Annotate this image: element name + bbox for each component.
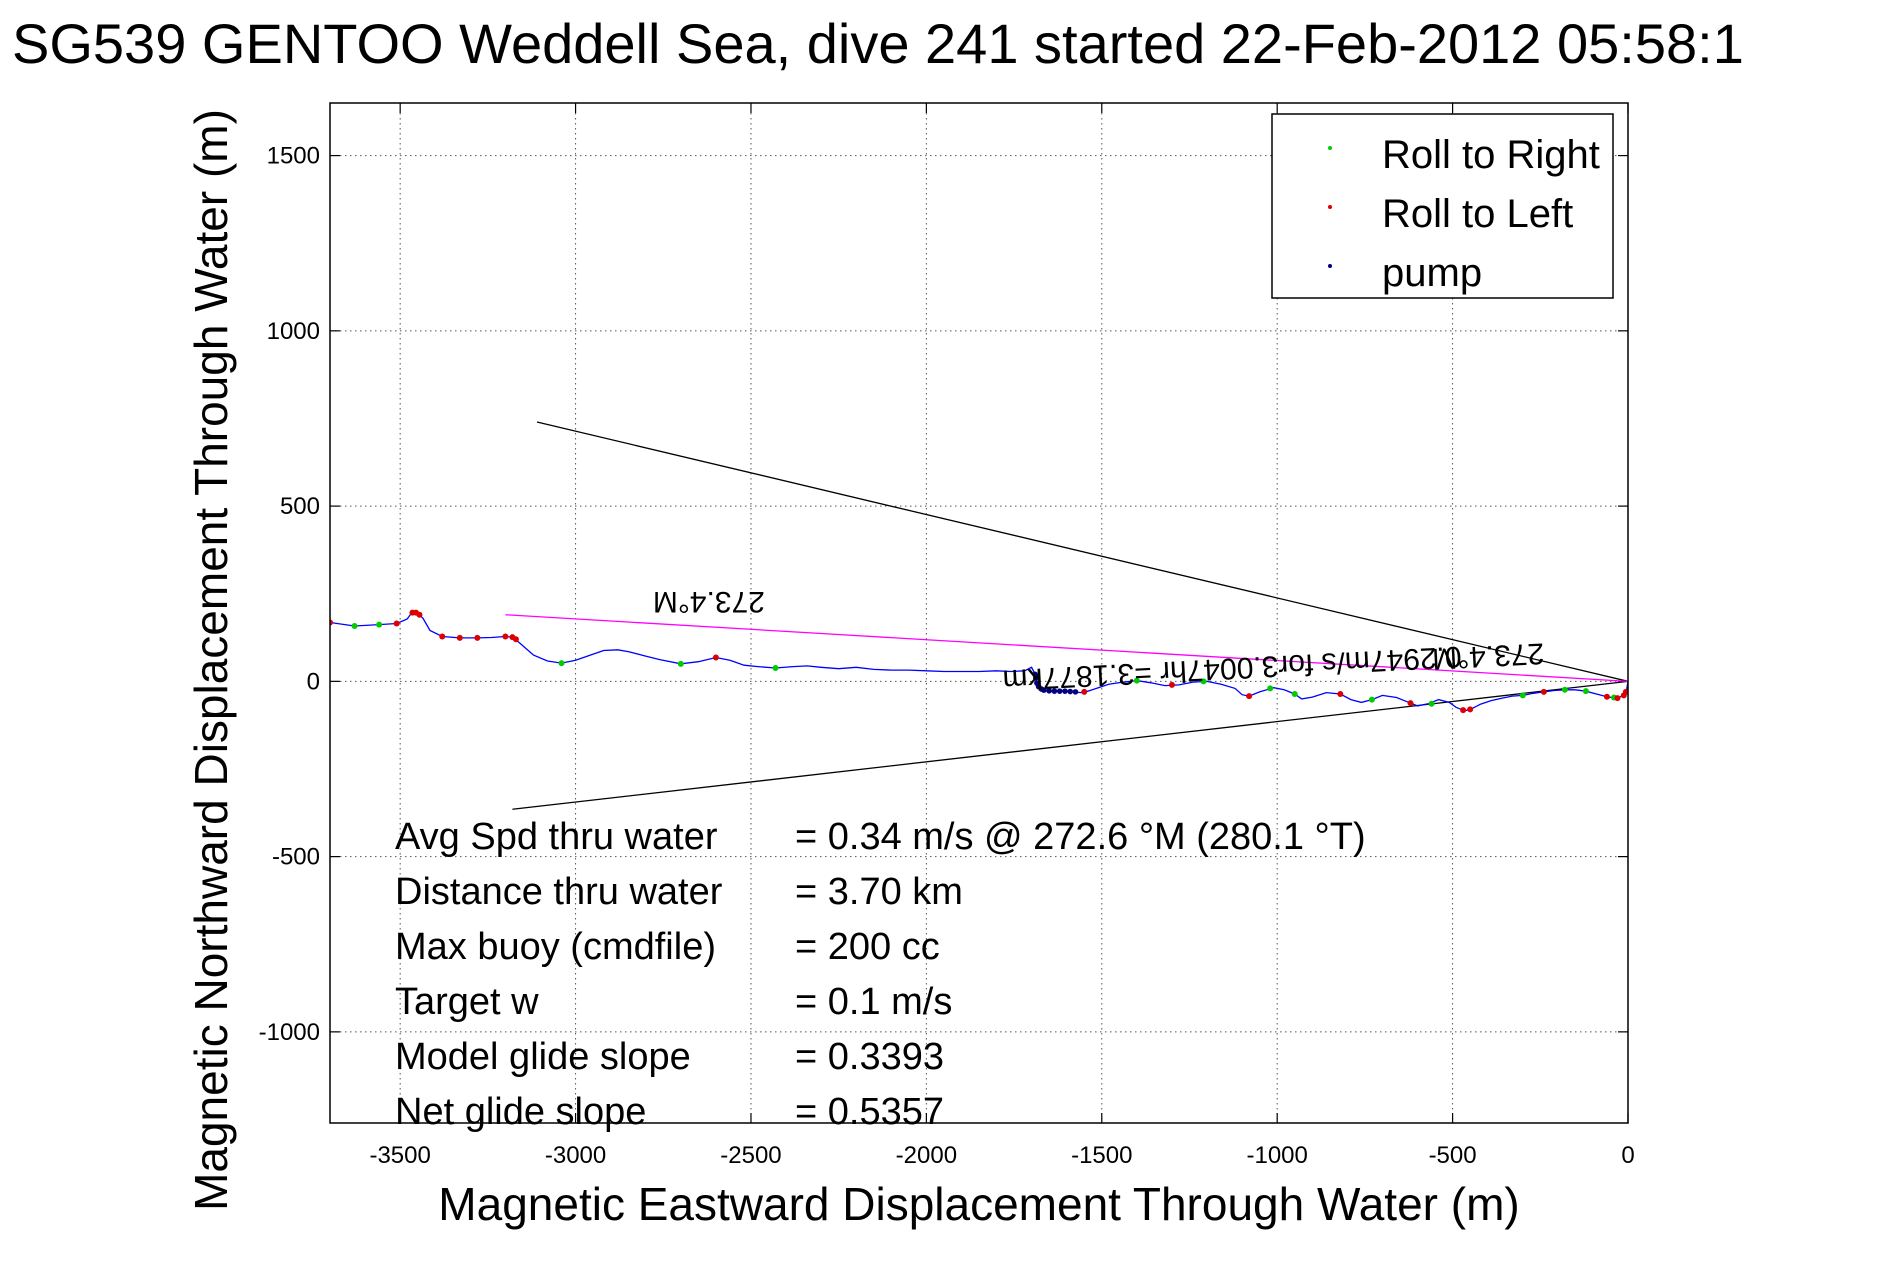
roll-left-marker xyxy=(1614,695,1621,702)
roll-left-marker xyxy=(1467,706,1474,713)
x-axis-label: Magnetic Eastward Displacement Through W… xyxy=(438,1178,1519,1230)
pump-marker xyxy=(1051,688,1058,694)
y-tick-label: 1000 xyxy=(267,318,320,345)
stat-label: Model glide slope xyxy=(395,1036,691,1078)
y-tick-label: 500 xyxy=(280,493,320,520)
stat-value: = 0.1 m/s xyxy=(795,981,952,1023)
legend-marker-roll-right xyxy=(1328,146,1332,150)
stat-value: = 0.5357 xyxy=(795,1091,944,1133)
dive-stats: Avg Spd thru water = 0.34 m/s @ 272.6 °M… xyxy=(395,816,1366,1133)
x-tick-label: -1000 xyxy=(1246,1142,1307,1169)
roll-left-marker xyxy=(1540,688,1547,695)
x-tick-label: -1500 xyxy=(1071,1142,1132,1169)
legend-label-roll-right: Roll to Right xyxy=(1382,133,1600,177)
roll-left-marker xyxy=(1246,693,1253,700)
y-axis-label: Magnetic Northward Displacement Through … xyxy=(185,109,237,1211)
stat-label: Target w xyxy=(395,981,539,1023)
roll-left-marker xyxy=(393,620,400,627)
stat-label: Distance thru water xyxy=(395,871,723,913)
stat-label: Max buoy (cmdfile) xyxy=(395,926,716,968)
x-tick-label: -500 xyxy=(1429,1142,1477,1169)
roll-left-marker xyxy=(1168,681,1175,688)
roll-left-marker xyxy=(439,633,446,640)
roll-left-marker xyxy=(712,654,719,661)
roll-right-marker xyxy=(1267,685,1274,692)
roll-right-marker xyxy=(1368,696,1375,703)
stat-value: = 3.70 km xyxy=(795,871,963,913)
roll-right-marker xyxy=(1582,688,1589,695)
roll-left-marker xyxy=(416,611,423,618)
roll-right-marker xyxy=(677,660,684,667)
roll-right-marker xyxy=(351,622,358,629)
stat-label: Avg Spd thru water xyxy=(395,816,718,858)
y-tick-label: -500 xyxy=(272,844,320,871)
chart-title: SG539 GENTOO Weddell Sea, dive 241 start… xyxy=(12,12,1744,75)
stat-value: = 200 cc xyxy=(795,926,940,968)
pump-marker xyxy=(1041,687,1047,693)
x-axis-ticks: -3500 -3000 -2500 -2000 -1500 -1000 -500 0 xyxy=(369,103,1635,1169)
y-tick-label: -1000 xyxy=(259,1019,320,1046)
y-tick-label: 0 xyxy=(307,668,320,695)
roll-left-marker xyxy=(1081,688,1088,695)
legend-label-pump: pump xyxy=(1382,251,1482,295)
x-tick-label: -3000 xyxy=(545,1142,606,1169)
roll-left-markers xyxy=(330,609,1628,714)
roll-right-marker xyxy=(1519,692,1526,699)
roll-left-marker xyxy=(474,634,481,641)
roll-left-marker xyxy=(1460,707,1467,714)
y-axis-ticks: 1500 1000 500 0 -500 -1000 xyxy=(259,143,1628,1046)
stat-value: = 0.3393 xyxy=(795,1036,944,1078)
annotation-label: 273.4°M xyxy=(1431,636,1545,675)
legend-marker-roll-left xyxy=(1328,205,1332,209)
roll-left-marker xyxy=(1622,688,1628,695)
roll-left-marker xyxy=(502,633,509,640)
bearing-cone xyxy=(512,421,1628,810)
legend-label-roll-left: Roll to Left xyxy=(1382,192,1573,236)
pump-marker xyxy=(1033,675,1039,681)
x-tick-label: 0 xyxy=(1621,1142,1634,1169)
roll-right-marker xyxy=(1200,678,1207,685)
roll-right-marker xyxy=(772,665,779,672)
pump-markers xyxy=(1032,671,1079,695)
roll-right-marker xyxy=(558,660,565,667)
roll-left-marker xyxy=(512,636,519,643)
x-tick-label: -2000 xyxy=(896,1142,957,1169)
pump-marker xyxy=(1046,688,1052,694)
pump-marker xyxy=(1072,689,1079,695)
roll-right-marker xyxy=(376,621,383,628)
cone-line xyxy=(512,680,1628,810)
pump-marker xyxy=(1056,688,1063,694)
pump-marker xyxy=(1067,688,1074,695)
roll-left-marker xyxy=(1337,690,1344,697)
roll-right-marker xyxy=(1561,686,1568,693)
roll-left-marker xyxy=(1603,693,1610,700)
roll-left-marker xyxy=(456,634,463,641)
annotation-label: 273.4°M xyxy=(653,585,765,618)
stat-label: Net glide slope xyxy=(395,1091,646,1133)
y-tick-label: 1500 xyxy=(267,143,320,170)
pump-marker xyxy=(1062,688,1068,694)
x-tick-label: -2500 xyxy=(720,1142,781,1169)
cone-line xyxy=(536,421,1628,682)
roll-left-marker xyxy=(1407,700,1414,707)
roll-right-marker xyxy=(1133,677,1140,684)
heading-line xyxy=(505,614,1628,682)
roll-right-marker xyxy=(1428,700,1435,707)
legend-marker-pump xyxy=(1328,264,1332,268)
x-tick-label: -3500 xyxy=(369,1142,430,1169)
plot-frame xyxy=(329,102,1629,1124)
stat-value: = 0.34 m/s @ 272.6 °M (280.1 °T) xyxy=(795,816,1366,858)
roll-right-marker xyxy=(1291,690,1298,697)
legend: Roll to Right Roll to Left pump xyxy=(1271,113,1614,299)
